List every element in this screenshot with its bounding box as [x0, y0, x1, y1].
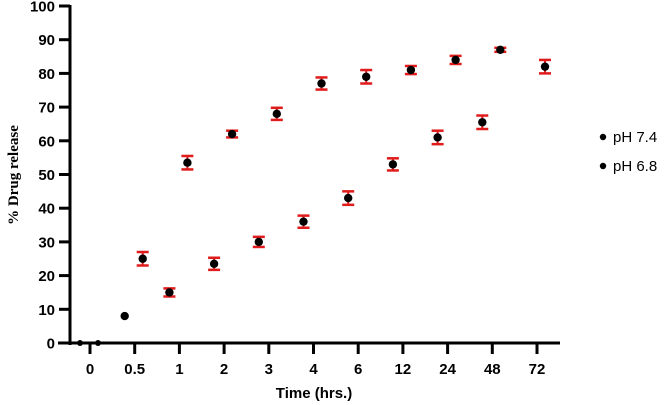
series-ph-7-4	[95, 45, 551, 346]
data-point	[406, 65, 416, 75]
data-point	[209, 259, 219, 269]
legend-item-ph-7-4: pH 7.4	[599, 129, 657, 146]
x-tick-label: 1	[175, 361, 183, 378]
y-tick-label: 80	[38, 66, 55, 83]
x-axis-title: Time (hrs.)	[276, 385, 352, 402]
data-point	[362, 72, 371, 81]
y-tick-label: 10	[38, 302, 55, 319]
y-tick-label: 20	[38, 268, 55, 285]
legend-marker-icon	[599, 162, 607, 170]
data-point	[451, 55, 460, 65]
y-axis: 0 10 20 30 40 50 60 70 80 90 100	[30, 0, 72, 353]
legend-label: pH 6.8	[613, 158, 657, 175]
y-tick-label: 30	[38, 234, 55, 251]
y-tick-label: 90	[38, 32, 55, 49]
x-tick-label: 12	[395, 361, 412, 378]
data-point	[95, 340, 101, 346]
y-tick-label: 60	[38, 133, 55, 150]
data-point	[317, 79, 326, 88]
data-point	[183, 158, 192, 167]
data-series	[77, 45, 551, 346]
x-tick-label: 4	[309, 361, 318, 378]
data-point	[272, 109, 281, 119]
data-point	[299, 217, 308, 226]
x-tick-label: 2	[220, 361, 228, 378]
x-tick-label: 48	[484, 361, 501, 378]
y-axis-title: % Drug release	[6, 125, 22, 225]
data-point	[478, 118, 487, 127]
y-tick-label: 100	[30, 0, 55, 16]
x-tick-label: 72	[529, 361, 546, 378]
y-tick-label: 50	[38, 167, 55, 184]
legend-label: pH 7.4	[613, 129, 657, 146]
x-axis: 0 0.5 1 2 3 4 6 12 24 48 72	[58, 341, 560, 378]
data-point	[120, 311, 129, 321]
x-tick-label: 6	[354, 361, 362, 378]
legend-marker-icon	[599, 133, 607, 141]
data-point	[433, 133, 442, 142]
y-tick-label: 0	[47, 336, 55, 353]
x-tick-label: 3	[265, 361, 273, 378]
data-point	[388, 160, 398, 169]
data-point	[77, 340, 83, 346]
data-point	[138, 254, 147, 263]
legend: pH 7.4 pH 6.8	[599, 129, 657, 175]
data-point	[540, 62, 550, 71]
x-tick-label: 24	[439, 361, 456, 378]
data-point	[496, 45, 505, 55]
data-point	[254, 237, 263, 247]
data-point	[344, 193, 353, 203]
y-tick-label: 40	[38, 201, 55, 218]
data-point	[227, 129, 237, 139]
y-tick-label: 70	[38, 100, 55, 117]
legend-item-ph-6-8: pH 6.8	[599, 158, 657, 175]
x-tick-label: 0.5	[124, 361, 145, 378]
x-tick-label: 0	[86, 361, 94, 378]
series-ph-6-8	[77, 114, 489, 346]
data-point	[165, 288, 174, 297]
